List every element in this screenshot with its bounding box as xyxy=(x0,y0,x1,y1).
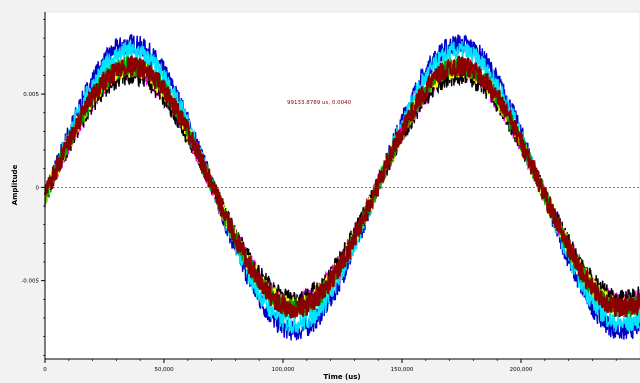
series-line-7 xyxy=(43,55,640,319)
x-tick-label: 200,000 xyxy=(510,367,533,373)
y-axis-label: Amplitude xyxy=(11,164,19,205)
x-tick-label: 100,000 xyxy=(272,367,295,373)
y-tick-label: 0 xyxy=(36,185,40,191)
x-tick-label: 50,000 xyxy=(154,367,174,373)
x-tick-label: 150,000 xyxy=(391,367,414,373)
marker-readout: 99133.8789 us, 0.0040 xyxy=(287,100,352,106)
series-layer xyxy=(43,33,640,341)
x-tick-group: 0 50,000 100,000 150,000 200,000 xyxy=(43,359,617,373)
y-tick-label: -0.005 xyxy=(21,279,39,285)
y-tick-label: 0.005 xyxy=(23,92,39,98)
y-tick-group: 0.005 0 -0.005 xyxy=(21,19,45,356)
x-axis-label: Time (us) xyxy=(323,373,360,381)
x-tick-label: 0 xyxy=(43,367,47,373)
